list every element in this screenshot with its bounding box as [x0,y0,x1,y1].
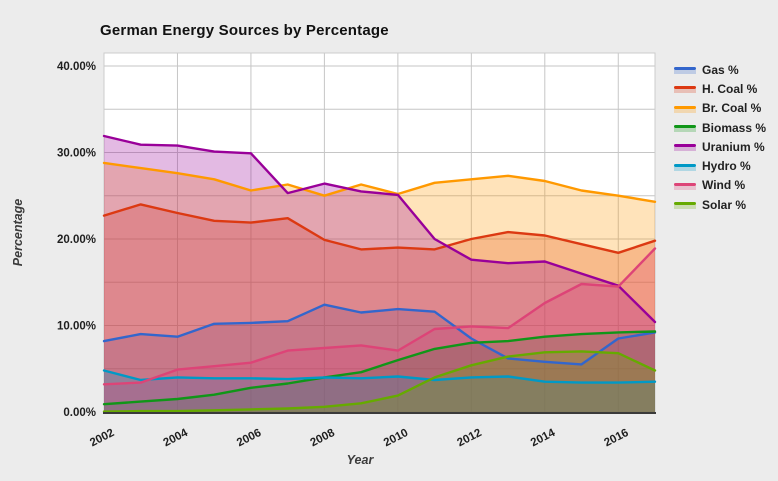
legend-label: Gas % [702,62,739,77]
x-tick-label: 2012 [455,427,483,449]
area-uranium [104,136,655,412]
legend-swatch-icon [674,162,696,171]
x-tick-label: 2002 [88,427,116,449]
legend-swatch-icon [674,142,696,152]
legend-item-gas: Gas % [674,60,776,79]
area-hydro [104,370,655,412]
line-uranium [102,134,657,324]
x-axis-title: Year [347,453,375,467]
legend-item-wind: Wind % [674,176,776,195]
line-hydro [102,369,657,384]
y-tick-label: 40.00% [57,61,96,73]
y-tick-label: 20.00% [57,234,96,246]
x-tick-label: 2016 [602,427,630,449]
legend-swatch-icon [674,104,696,113]
y-tick-label: 30.00% [57,147,96,159]
area-biomass [104,331,655,412]
line-biomass [102,330,657,406]
legend-label: Biomass % [702,120,767,135]
y-tick-label: 0.00% [63,407,96,419]
legend-item-biomass: Biomass % [674,118,776,137]
area-gas [104,304,655,412]
chart-title: German Energy Sources by Percentage [100,22,389,39]
legend-swatch-icon [674,181,696,190]
area-solar [104,351,655,412]
legend-label: Solar % [702,197,747,212]
legend-swatch-icon [674,84,696,94]
line-wind [102,247,657,386]
area-br-coal [104,162,655,412]
legend-item-br-coal: Br. Coal % [674,99,776,118]
line-gas [102,303,657,366]
legend-item-solar: Solar % [674,195,776,214]
x-tick-label: 2004 [162,427,191,450]
x-tick-label: 2014 [529,427,558,450]
line-h-coal [102,203,657,254]
legend-swatch-icon [674,123,696,133]
line-br-coal [102,161,657,203]
legend-label: Br. Coal % [702,101,762,116]
legend-label: Uranium % [702,139,765,154]
y-tick-label: 10.00% [57,320,96,332]
legend-item-uranium: Uranium % [674,137,776,156]
x-tick-label: 2010 [382,427,410,449]
legend-item-hydro: Hydro % [674,156,776,175]
line-solar [102,350,657,413]
legend-swatch-icon [674,65,696,75]
area-wind [104,248,655,412]
legend-item-h-coal: H. Coal % [674,79,776,98]
y-axis-title: Percentage [11,199,25,266]
x-tick-label: 2006 [235,427,263,449]
legend-label: H. Coal % [702,81,758,96]
x-tick-label: 2008 [309,427,338,450]
legend-swatch-icon [674,200,696,210]
legend-label: Wind % [702,178,746,193]
legend-label: Hydro % [702,159,751,174]
legend: Gas % H. Coal % Br. Coal % Biomass % Uranium… [674,60,776,214]
